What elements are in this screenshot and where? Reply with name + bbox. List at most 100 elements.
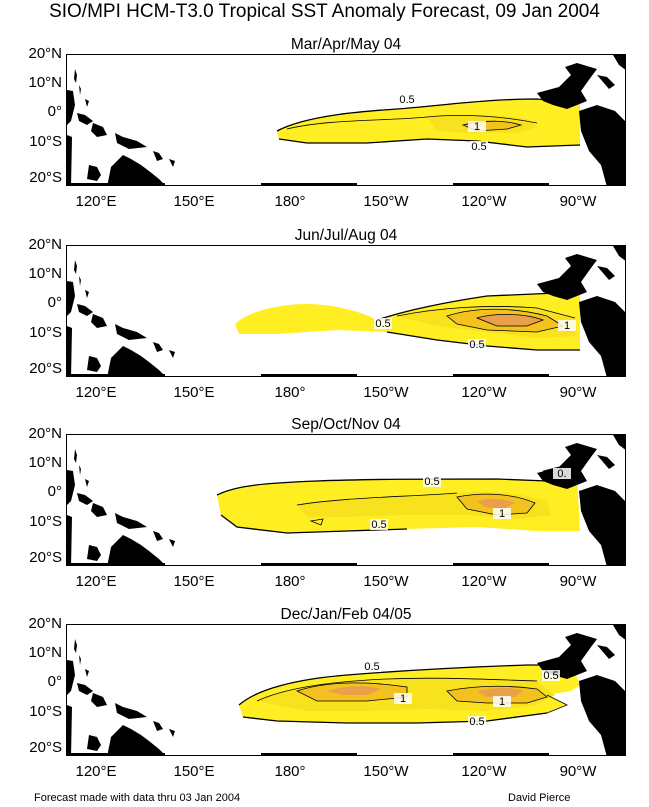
sst-anomaly-map: 0.5 1 0.5 0. [66, 434, 626, 566]
latitude-tick-label: 10°N [28, 644, 62, 661]
longitude-tick-label: 150°E [173, 573, 215, 590]
contour-label: 0.5 [399, 94, 414, 106]
contour-line [278, 138, 581, 148]
sst-anomaly-map: 0.5 1 1 0.5 0.5 [66, 624, 626, 756]
contour-label-background [493, 696, 511, 707]
contour-line [386, 331, 580, 351]
latitude-tick-label: 20°N [28, 425, 62, 442]
longitude-tick-label: 150°E [173, 384, 215, 401]
landmass [537, 443, 597, 489]
landmass [153, 151, 163, 161]
anomaly-area-15 [327, 686, 381, 695]
longitude-tick-label: 120°E [75, 384, 117, 401]
map-canvas: 0.5 1 0.5 0. [67, 435, 625, 565]
contour-label: 0. [557, 468, 566, 480]
latitude-tick-label: 10°S [29, 513, 62, 530]
axis-bar-segment [453, 374, 549, 376]
landmass [87, 545, 101, 561]
landmass [85, 669, 89, 677]
contour-line [546, 694, 568, 714]
latitude-tick-label: 10°N [28, 265, 62, 282]
landmass [87, 356, 101, 372]
axis-bar-segment [67, 753, 165, 755]
latitude-tick-label: 20°N [28, 615, 62, 632]
contour-label: 0.5 [471, 141, 486, 153]
latitude-tick-label: 10°S [29, 133, 62, 150]
anomaly-area-15 [477, 498, 515, 509]
longitude-tick-label: 180° [274, 573, 306, 590]
landmass [77, 304, 93, 316]
longitude-tick-label: 120°E [75, 193, 117, 210]
landmass [67, 135, 72, 185]
axis-bar-segment [453, 183, 549, 185]
contour-line [220, 514, 408, 534]
landmass [115, 133, 147, 149]
contour-label-background [468, 716, 486, 727]
landmass [613, 435, 625, 450]
contour-line [396, 306, 576, 319]
landmass [579, 675, 625, 755]
longitude-tick-label: 150°W [363, 384, 409, 401]
landmass [169, 539, 175, 547]
contour-line [286, 114, 538, 130]
latitude-tick-label: 0° [47, 483, 62, 500]
contour-label-background [553, 468, 571, 479]
landmass [115, 324, 147, 340]
anomaly-area-15 [477, 688, 523, 697]
contour-line [309, 518, 324, 526]
latitude-tick-label: 20°S [29, 169, 62, 186]
latitude-tick-label: 10°N [28, 454, 62, 471]
landmass [79, 85, 81, 95]
landmass [115, 513, 147, 529]
longitude-tick-label: 120°W [461, 193, 507, 210]
latitude-tick-label: 10°S [29, 703, 62, 720]
longitude-tick-label: 90°W [559, 384, 597, 401]
contour-label: 0.5 [371, 519, 386, 531]
longitude-tick-label: 90°W [559, 193, 597, 210]
latitude-tick-label: 20°S [29, 360, 62, 377]
landmass [87, 165, 101, 181]
contour-line [446, 685, 548, 704]
contour-label-background [363, 661, 381, 672]
contour-line [446, 308, 565, 333]
landmass [91, 503, 107, 517]
contour-line [376, 291, 581, 321]
sst-anomaly-map: 0.5 1 0.5 [66, 54, 626, 186]
contour-label-background [468, 121, 486, 132]
axis-bar-segment [67, 563, 165, 565]
longitude-tick-label: 120°W [461, 763, 507, 780]
landmass [74, 639, 77, 653]
landmass [613, 55, 625, 70]
axis-bar-segment [453, 753, 549, 755]
contour-label-background [370, 519, 388, 530]
landmass [91, 123, 107, 137]
landmass [77, 113, 93, 125]
contour-label: 1 [499, 508, 505, 520]
landmass [153, 342, 163, 352]
landmass [579, 296, 625, 376]
contour-line [256, 677, 538, 702]
landmass [79, 465, 81, 475]
landmass [537, 254, 597, 300]
longitude-tick-label: 150°E [173, 193, 215, 210]
landmass [74, 260, 77, 274]
longitude-tick-label: 90°W [559, 763, 597, 780]
contour-label-background [398, 94, 416, 105]
landmass [613, 246, 625, 261]
longitude-tick-label: 150°W [363, 573, 409, 590]
latitude-tick-label: 0° [47, 294, 62, 311]
latitude-tick-label: 0° [47, 103, 62, 120]
axis-bar-segment [453, 563, 549, 565]
landmass [153, 531, 163, 541]
latitude-tick-label: 20°S [29, 549, 62, 566]
landmass [67, 326, 72, 376]
axis-bar-segment [261, 374, 357, 376]
contour-line [456, 493, 536, 516]
longitude-tick-label: 120°W [461, 573, 507, 590]
contour-label-background [558, 320, 576, 331]
contour-line [276, 98, 581, 132]
landmass [91, 314, 107, 328]
figure-title: SIO/MPI HCM-T3.0 Tropical SST Anomaly Fo… [49, 1, 600, 22]
map-canvas: 0.5 1 1 0.5 0.5 [67, 625, 625, 755]
contour-label: 0.5 [375, 318, 390, 330]
